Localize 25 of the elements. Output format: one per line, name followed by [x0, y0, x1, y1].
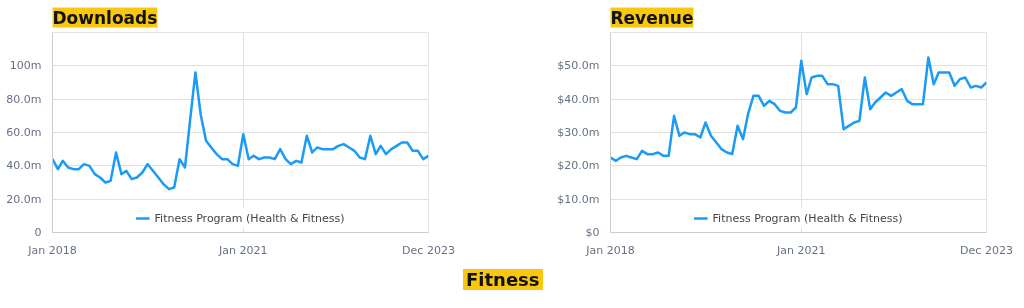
y-tick-label: $30.0m	[557, 126, 600, 139]
x-tick-label: Dec 2023	[960, 243, 1013, 257]
chart-title: Downloads	[52, 7, 158, 28]
text: Fitness	[463, 269, 543, 290]
y-tick-label: $0	[585, 226, 600, 239]
y-tick-label: 0	[34, 226, 42, 239]
y-tick-label: $10.0m	[557, 192, 600, 206]
y-tick-label: 20.0m	[6, 192, 42, 206]
x-tick-label: Jan 2021	[776, 243, 826, 257]
legend-label: Fitness Program (Health & Fitness)	[712, 211, 903, 225]
y-tick-label: $20.0m	[557, 159, 600, 173]
y-tick-label: 80.0m	[6, 92, 42, 106]
y-tick-label: $50.0m	[557, 59, 600, 73]
x-tick-label: Jan 2018	[585, 243, 635, 257]
x-tick-label: Jan 2021	[218, 243, 268, 257]
y-tick-label: $40.0m	[557, 92, 600, 106]
y-tick-label: 60.0m	[6, 126, 42, 139]
legend-label: Fitness Program (Health & Fitness)	[154, 211, 345, 225]
chart-title: Revenue	[610, 7, 694, 28]
line-series	[610, 56, 987, 163]
y-tick-label: 100m	[9, 59, 42, 73]
y-tick-label: 40.0m	[6, 159, 42, 173]
x-tick-label: Dec 2023	[402, 243, 455, 257]
x-tick-label: Jan 2018	[27, 243, 77, 257]
line-series	[52, 71, 429, 191]
